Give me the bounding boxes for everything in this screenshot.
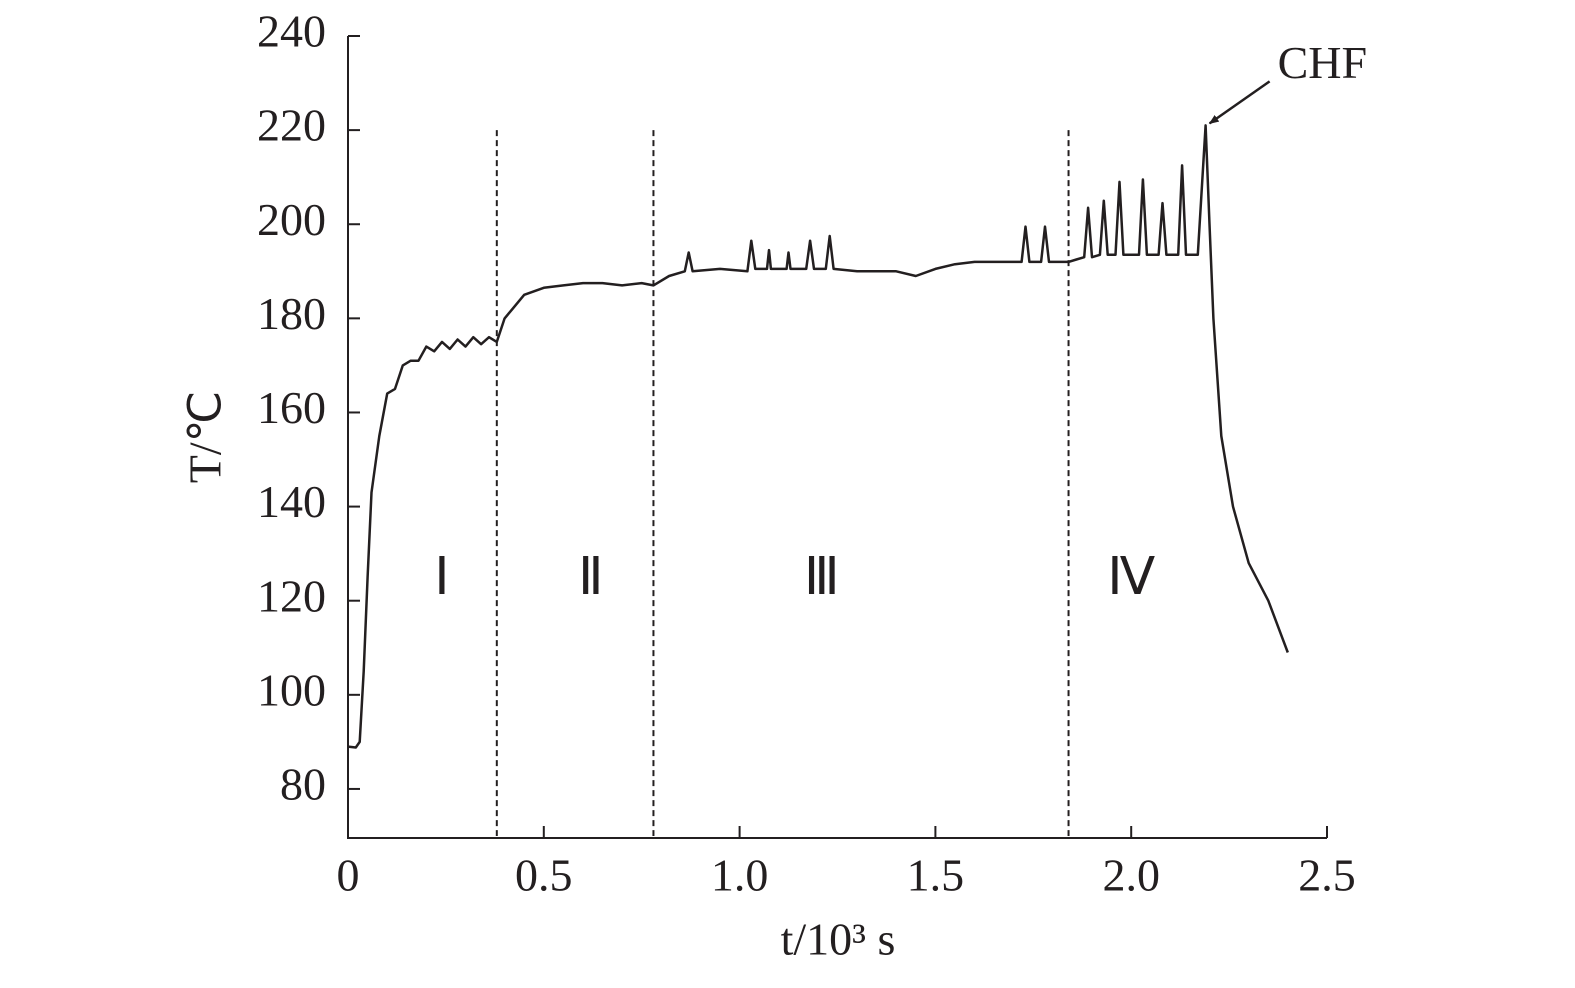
y-tick-label: 200 — [257, 194, 326, 245]
region-label: Ⅰ — [434, 549, 449, 606]
annotation-arrow — [1208, 80, 1271, 125]
x-tick-label: 1.5 — [907, 850, 965, 901]
y-tick-label: 120 — [257, 570, 326, 621]
axes — [347, 36, 1327, 839]
region-label: Ⅱ — [578, 549, 604, 606]
x-axis-label: t/10³ s — [781, 914, 896, 965]
x-tick-label: 2.5 — [1298, 850, 1356, 901]
region-label: Ⅳ — [1107, 549, 1155, 606]
x-tick-label: 1.0 — [711, 850, 769, 901]
annotation: CHF — [1278, 37, 1367, 88]
y-tick-label: 160 — [257, 382, 326, 433]
y-tick-label: 240 — [257, 6, 326, 57]
y-tick-label: 100 — [257, 664, 326, 715]
y-tick-label: 180 — [257, 288, 326, 339]
y-tick-label: 220 — [257, 100, 326, 151]
x-tick-label: 2.0 — [1102, 850, 1160, 901]
y-tick-label: 140 — [257, 476, 326, 527]
y-axis-label: T/℃ — [180, 391, 231, 484]
data-line — [347, 124, 1289, 749]
x-tick-label: 0.5 — [515, 850, 573, 901]
region-label: Ⅲ — [804, 549, 840, 606]
x-tick-label: 0 — [337, 850, 360, 901]
y-tick-label: 80 — [280, 759, 326, 810]
